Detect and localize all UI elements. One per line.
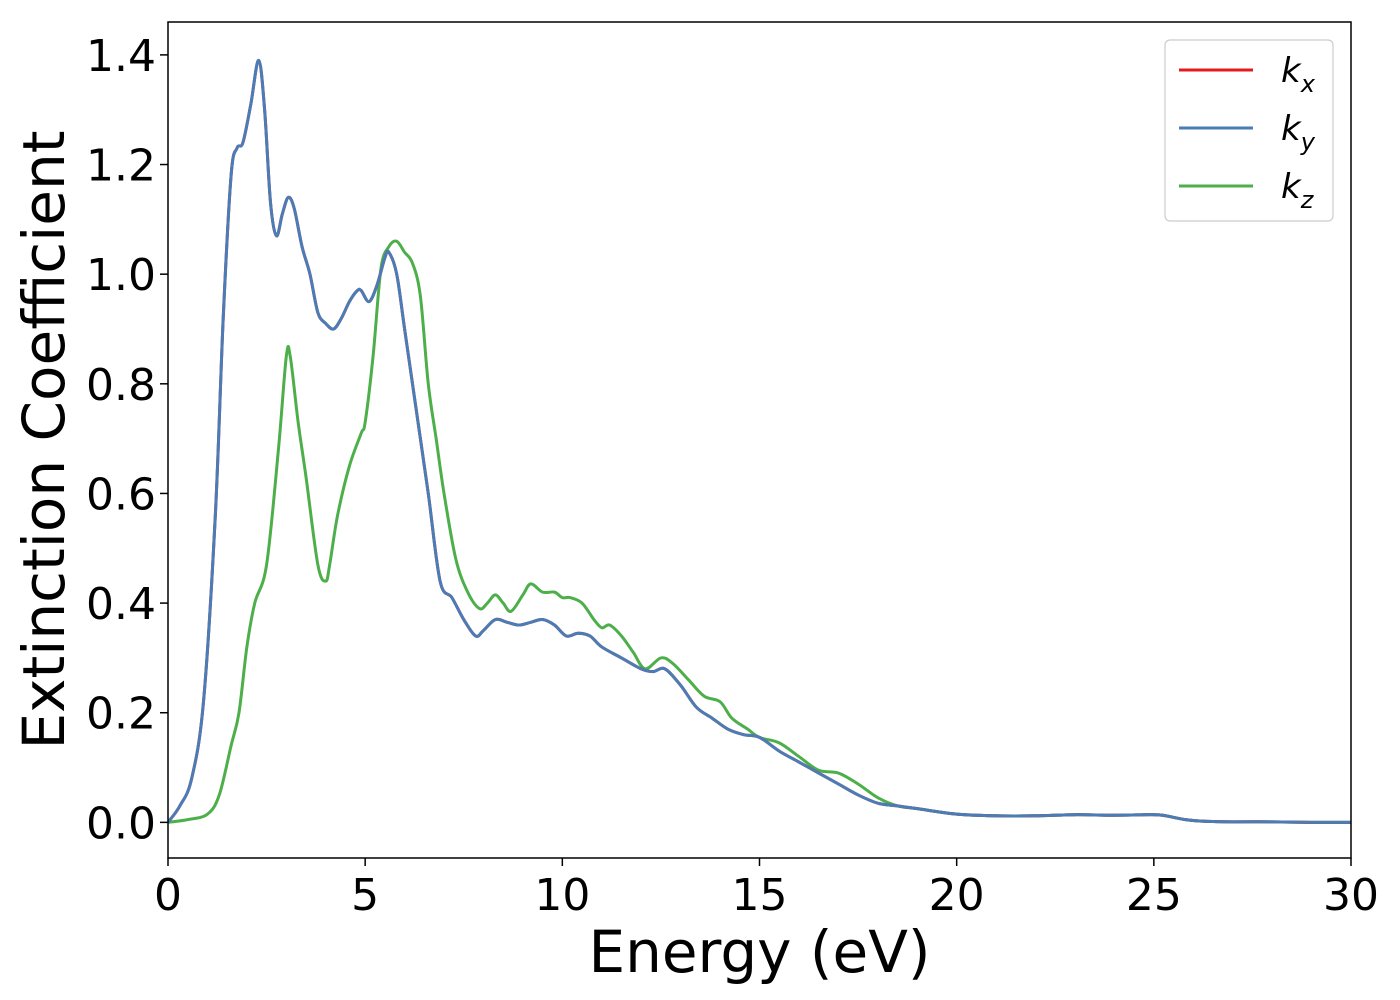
legend: kx ky kz	[1164, 39, 1334, 222]
x-tick-label: 20	[929, 870, 985, 921]
y-tick-label: 1.2	[86, 141, 156, 192]
x-tick-label: 5	[351, 870, 379, 921]
y-tick-label: 0.0	[86, 798, 156, 849]
y-tick-label: 1.0	[86, 250, 156, 301]
x-tick-label: 25	[1126, 870, 1182, 921]
y-axis-title: Extinction Coefficient	[10, 131, 78, 750]
axis-ticks: 0 5 10 15 20 25 30 0.0 0.2 0.4 0.6 0.8 1.0 1.2 1.4	[86, 31, 1379, 921]
x-tick-label: 10	[534, 870, 590, 921]
plot-lines	[168, 58, 1351, 824]
y-tick-label: 0.8	[86, 360, 156, 411]
series-line-y	[168, 58, 1351, 824]
legend-box	[1164, 39, 1334, 222]
y-tick-label: 0.6	[86, 469, 156, 520]
x-tick-label: 15	[732, 870, 788, 921]
y-tick-label: 1.4	[86, 31, 156, 82]
y-tick-label: 0.2	[86, 689, 156, 740]
x-axis-title: Energy (eV)	[588, 918, 930, 986]
legend-label-y: ky	[1281, 109, 1316, 156]
legend-label-x: kx	[1281, 51, 1316, 98]
legend-label-z: kz	[1281, 167, 1315, 214]
series-line-z	[168, 239, 1351, 824]
y-tick-label: 0.4	[86, 579, 156, 630]
x-tick-label: 0	[154, 870, 182, 921]
x-tick-label: 30	[1323, 870, 1379, 921]
